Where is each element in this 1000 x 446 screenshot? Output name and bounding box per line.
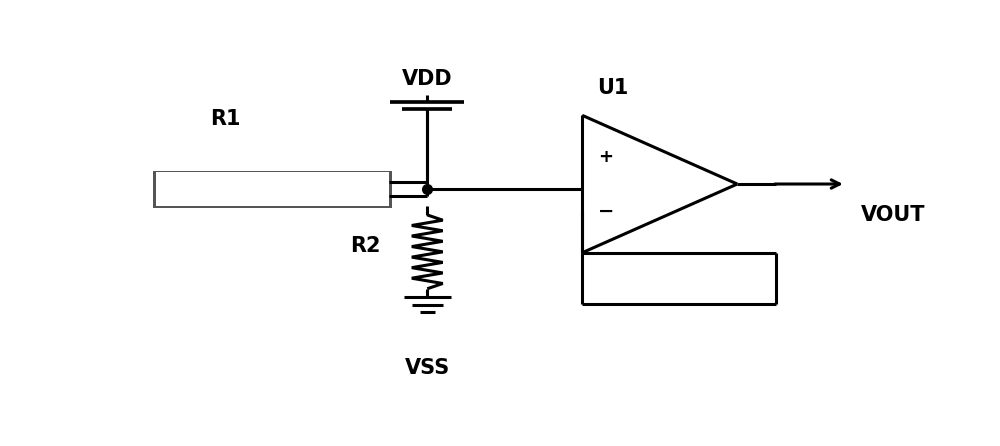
Text: −: −	[598, 202, 614, 221]
Text: R2: R2	[350, 236, 381, 256]
Text: VDD: VDD	[402, 69, 453, 89]
Text: VSS: VSS	[405, 358, 450, 378]
Text: U1: U1	[598, 78, 629, 98]
Text: R1: R1	[210, 109, 241, 129]
Bar	[153, 171, 392, 208]
Text: +: +	[598, 148, 613, 165]
Text: VOUT: VOUT	[861, 205, 926, 225]
Bar	[156, 172, 388, 206]
